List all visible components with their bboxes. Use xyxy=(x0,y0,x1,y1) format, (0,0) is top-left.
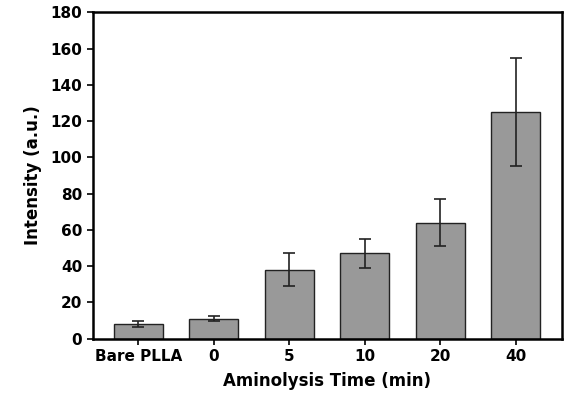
Y-axis label: Intensity (a.u.): Intensity (a.u.) xyxy=(24,106,42,245)
Bar xyxy=(491,112,540,339)
Bar xyxy=(416,223,465,339)
Bar xyxy=(340,254,390,339)
Bar xyxy=(189,319,239,339)
Bar xyxy=(265,270,314,339)
Bar xyxy=(114,324,163,339)
X-axis label: Aminolysis Time (min): Aminolysis Time (min) xyxy=(223,373,431,390)
